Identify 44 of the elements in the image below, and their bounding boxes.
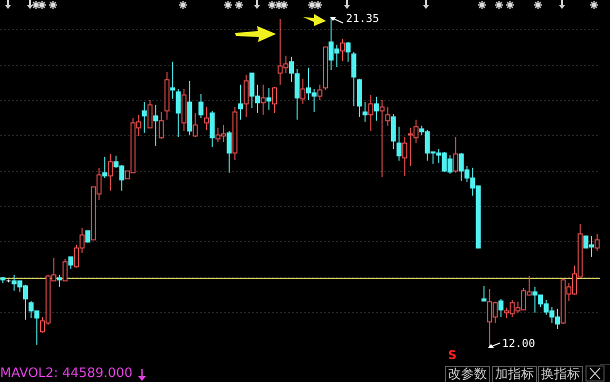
candlestick xyxy=(481,285,486,302)
text: 加指标 xyxy=(492,366,537,382)
candlestick xyxy=(198,93,204,118)
candlestick xyxy=(266,87,272,110)
candlestick xyxy=(204,106,210,130)
candlestick xyxy=(362,102,368,122)
annotation: 12.00 xyxy=(502,337,536,350)
candlestick xyxy=(62,258,68,282)
candlestick xyxy=(272,86,278,114)
candlestick xyxy=(85,230,90,244)
annotation: S xyxy=(448,348,457,362)
candlestick xyxy=(368,94,374,132)
text: 改参数 xyxy=(445,366,490,382)
candlestick xyxy=(108,154,113,192)
candlestick xyxy=(317,84,322,100)
candlestick xyxy=(226,130,232,174)
candlestick xyxy=(170,61,176,100)
candlestick xyxy=(56,274,62,288)
candlestick xyxy=(260,84,266,116)
candlestick xyxy=(351,51,356,106)
candlestick xyxy=(142,102,147,134)
candlestick xyxy=(300,78,306,104)
candlestick xyxy=(346,41,351,62)
candlestick xyxy=(153,104,158,146)
candlestick xyxy=(385,106,390,126)
annotation: 21.35 xyxy=(346,12,380,25)
candlestick xyxy=(402,136,408,176)
candlestick xyxy=(148,99,152,128)
candlestick xyxy=(498,298,504,318)
candlestick xyxy=(453,136,458,174)
candlestick xyxy=(396,126,402,162)
candlestick xyxy=(340,38,345,62)
candlestick xyxy=(176,88,181,138)
candlestick xyxy=(380,99,385,178)
candlestick xyxy=(238,84,244,120)
candlestick xyxy=(102,156,108,179)
text: 换指标 xyxy=(538,366,583,382)
candlestick xyxy=(244,74,249,118)
candlestick xyxy=(289,56,294,82)
candlestick xyxy=(192,112,198,138)
candlestick xyxy=(158,111,164,140)
text: MAVOL2: 44589.000 xyxy=(0,366,133,381)
candlestick xyxy=(374,96,379,122)
candlestick xyxy=(68,256,74,270)
